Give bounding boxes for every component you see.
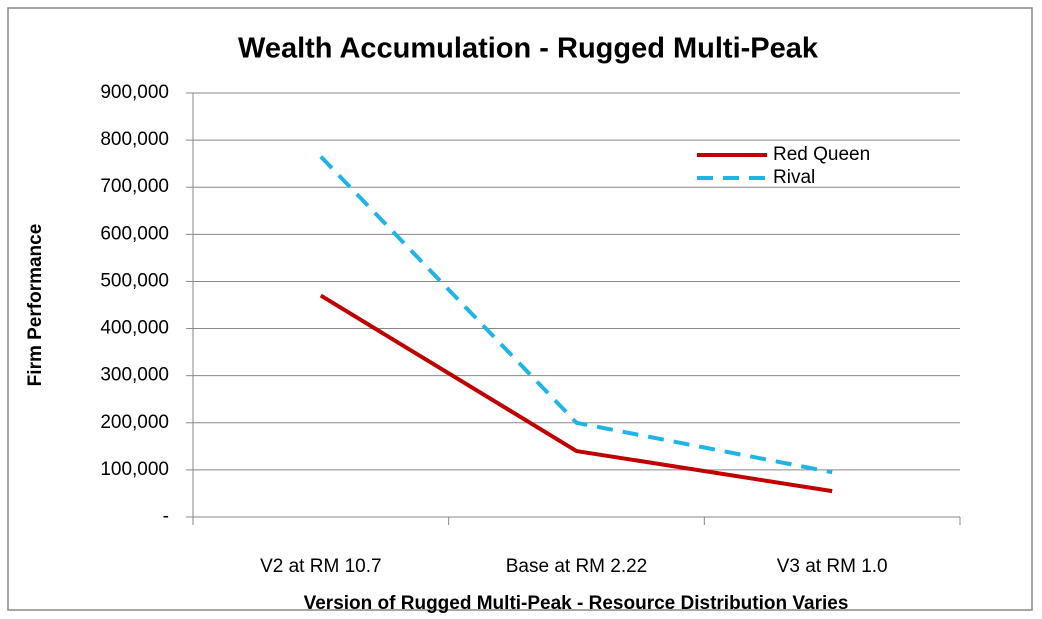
y-tick-label: -: [163, 506, 169, 527]
legend-label: Red Queen: [773, 144, 870, 165]
y-tick-label: 300,000: [100, 365, 169, 386]
series-line: [319, 155, 833, 475]
y-tick-label: 700,000: [100, 176, 169, 197]
y-tick-label: 400,000: [100, 318, 169, 339]
chart-title: Wealth Accumulation - Rugged Multi-Peak: [238, 33, 819, 65]
y-tick-label: 500,000: [100, 270, 169, 291]
legend-label: Rival: [773, 167, 815, 188]
y-tick-label: 800,000: [100, 129, 169, 150]
x-axis-label: Version of Rugged Multi-Peak - Resource …: [304, 593, 849, 614]
x-tick-label: V2 at RM 10.7: [260, 556, 381, 577]
chart-border: [7, 7, 1033, 611]
y-tick-label: 100,000: [100, 459, 169, 480]
x-tick-label: Base at RM 2.22: [506, 556, 648, 577]
y-axis-label: Firm Performance: [25, 224, 46, 387]
y-tick-label: 200,000: [100, 412, 169, 433]
x-tick-label: V3 at RM 1.0: [777, 556, 888, 577]
y-tick-label: 600,000: [100, 223, 169, 244]
series-line: [319, 293, 833, 494]
y-tick-label: 900,000: [100, 82, 169, 103]
